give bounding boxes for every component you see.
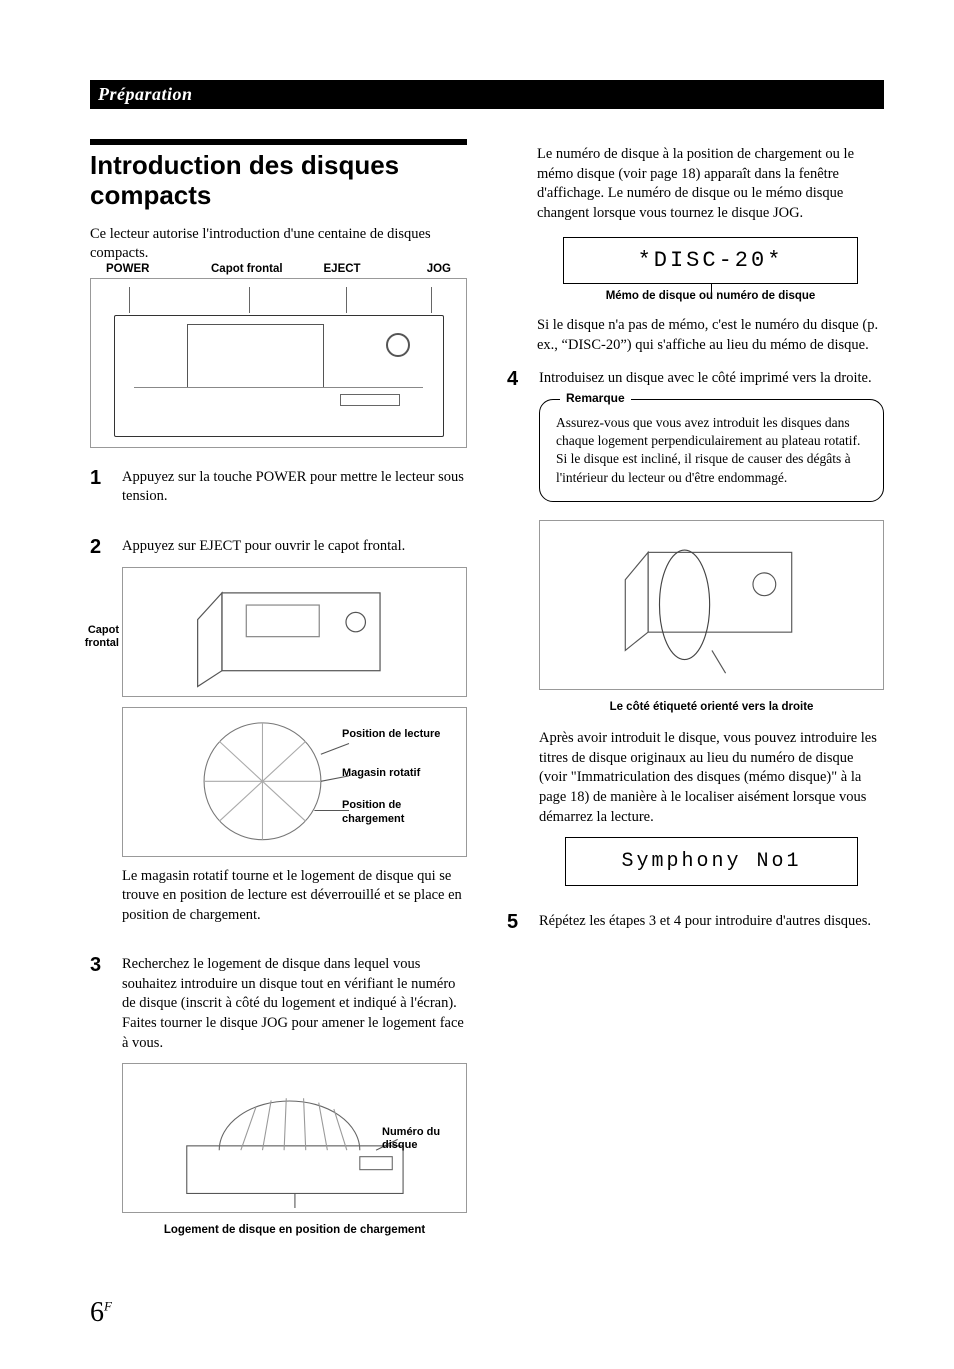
col2-para2: Si le disque n'a pas de mémo, c'est le n…: [537, 316, 884, 355]
label-position-chargement: Position de chargement: [342, 799, 462, 825]
step-5: 5 Répétez les étapes 3 et 4 pour introdu…: [507, 912, 884, 942]
diagram-label-jog: JOG: [427, 263, 451, 275]
content-columns: Introduction des disques compacts Ce lec…: [90, 139, 884, 1273]
page-number: 6F: [90, 1297, 884, 1329]
step-3: 3 Recherchez le logement de disque dans …: [90, 955, 467, 1252]
step-3-caption: Logement de disque en position de charge…: [122, 1223, 467, 1239]
player-diagram: POWER Capot frontal EJECT JOG: [90, 278, 467, 448]
step-2-after-text: Le magasin rotatif tourne et le logement…: [122, 867, 467, 926]
step-4-after-text: Après avoir introduit le disque, vous po…: [539, 729, 884, 827]
step-4-diagram: [539, 520, 884, 690]
note-box: Remarque Assurez-vous que vous avez intr…: [539, 399, 884, 502]
col2-para1: Le numéro de disque à la position de cha…: [537, 145, 884, 223]
section-header-text: Préparation: [90, 84, 193, 104]
note-body: Assurez-vous que vous avez introduit les…: [556, 415, 860, 485]
step-4-diagram-caption: Le côté étiqueté orienté vers la droite: [539, 700, 884, 716]
left-column: Introduction des disques compacts Ce lec…: [90, 139, 467, 1273]
step-2-diagram-a: Capot frontal: [122, 567, 467, 697]
steps-list-left: 1 Appuyez sur la touche POWER pour mettr…: [90, 468, 467, 1253]
diagram-label-capot: Capot frontal: [211, 263, 283, 275]
step-number: 4: [507, 369, 525, 892]
lcd-2-text: Symphony No1: [621, 850, 801, 873]
label-position-lecture: Position de lecture: [342, 728, 462, 741]
step-2-diagram-b: Position de lecture Magasin rotatif Posi…: [122, 707, 467, 857]
step-number: 2: [90, 537, 108, 935]
step-1-text: Appuyez sur la touche POWER pour mettre …: [122, 468, 467, 507]
steps-list-right: 4 Introduisez un disque avec le côté imp…: [507, 369, 884, 941]
intro-paragraph: Ce lecteur autorise l'introduction d'une…: [90, 225, 467, 264]
diagram-label-power: POWER: [106, 263, 149, 275]
lcd-display-1: *DISC-20*: [563, 237, 858, 284]
step-3-text: Recherchez le logement de disque dans le…: [122, 955, 467, 1053]
note-title: Remarque: [560, 390, 631, 406]
step-5-text: Répétez les étapes 3 et 4 pour introduir…: [539, 912, 884, 932]
lcd-display-2: Symphony No1: [565, 837, 858, 886]
title-rule: [90, 139, 467, 145]
step-number: 1: [90, 468, 108, 517]
page-number-main: 6: [90, 1297, 104, 1328]
diagram-art-placeholder: [540, 521, 883, 689]
step-4: 4 Introduisez un disque avec le côté imp…: [507, 369, 884, 892]
step-number: 3: [90, 955, 108, 1252]
step-2: 2 Appuyez sur EJECT pour ouvrir le capot…: [90, 537, 467, 935]
page-title: Introduction des disques compacts: [90, 151, 467, 211]
diagram-label-capot-frontal: Capot frontal: [71, 624, 119, 650]
label-numero-disque: Numéro du disque: [382, 1126, 462, 1152]
diagram-label-eject: EJECT: [324, 263, 361, 275]
step-2-text: Appuyez sur EJECT pour ouvrir le capot f…: [122, 537, 467, 557]
section-header-bar: Préparation: [90, 80, 884, 109]
lcd-1-text: *DISC-20*: [638, 248, 784, 273]
step-4-text: Introduisez un disque avec le côté impri…: [539, 369, 884, 389]
step-1: 1 Appuyez sur la touche POWER pour mettr…: [90, 468, 467, 517]
step-3-diagram: Numéro du disque: [122, 1063, 467, 1213]
diagram-art-placeholder: [123, 568, 466, 696]
label-magasin-rotatif: Magasin rotatif: [342, 767, 462, 780]
right-column: Le numéro de disque à la position de cha…: [507, 139, 884, 1273]
page-number-sup: F: [104, 1298, 112, 1313]
lcd-pointer: [711, 284, 712, 298]
step-number: 5: [507, 912, 525, 942]
